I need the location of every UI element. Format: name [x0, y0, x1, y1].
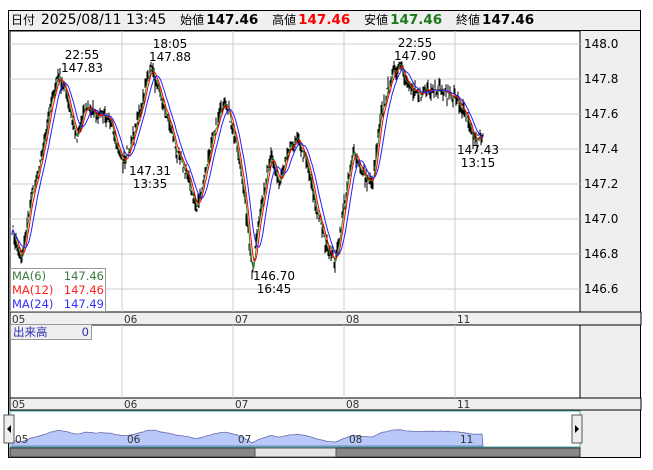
x-tick-label: 08 [346, 399, 359, 411]
legend-value: 147.46 [63, 269, 104, 283]
volume-pane [9, 324, 581, 399]
legend-ma12: MA(12) 147.46 [11, 283, 105, 297]
navigator-tick: 08 [349, 434, 362, 446]
ohlc-header: 日付 2025/08/11 13:45 始値 147.46 高値 147.46 安値… [9, 11, 640, 31]
legend-value: 147.49 [63, 297, 104, 311]
x-tick-label: 11 [457, 314, 470, 326]
volume-legend: 出来高 0 [10, 324, 92, 340]
y-tick-label: 147.4 [584, 142, 618, 156]
annotation-label: 22:55 [398, 36, 433, 50]
annotation-label: 147.83 [61, 61, 103, 75]
legend-name: MA(12) [12, 283, 54, 297]
date-axis [9, 311, 642, 326]
annotation-label: 22:55 [65, 48, 100, 62]
annotation-label: 13:15 [461, 156, 496, 170]
y-tick-label: 146.8 [584, 247, 618, 261]
annotation-label: 146.70 [253, 269, 295, 283]
x-tick-label: 05 [12, 314, 25, 326]
annotation-label: 147.31 [129, 164, 171, 178]
high-label: 高値 [272, 13, 297, 27]
legend-ma24: MA(24) 147.49 [11, 297, 105, 311]
x-tick-label: 07 [235, 399, 248, 411]
close-label: 終値 [456, 13, 481, 27]
price-pane [9, 30, 581, 313]
arrow-left-icon [7, 425, 11, 433]
navigator-tick: 05 [15, 434, 28, 446]
annotation-label: 18:05 [153, 37, 188, 51]
open-value: 147.46 [206, 12, 259, 28]
legend-name: MA(6) [12, 269, 47, 283]
date-axis-2 [9, 397, 642, 411]
navigator-tick: 07 [238, 434, 251, 446]
x-tick-label: 08 [346, 314, 359, 326]
y-tick-label: 148.0 [584, 37, 618, 51]
x-tick-label: 06 [124, 314, 138, 326]
legend-value: 147.46 [63, 283, 104, 297]
annotation-label: 147.43 [457, 143, 499, 157]
scrollbar-thumb[interactable] [254, 447, 337, 458]
close-value: 147.46 [482, 12, 535, 28]
open-label: 始値 [180, 13, 205, 27]
x-tick-label: 07 [235, 314, 248, 326]
ma6-line [11, 63, 484, 269]
volume-value: 0 [81, 325, 89, 339]
navigator-tick: 06 [127, 434, 141, 446]
datetime: 2025/08/11 13:45 [40, 12, 167, 28]
annotation-label: 13:35 [133, 177, 168, 191]
annotation-label: 147.90 [394, 49, 436, 63]
legend-ma6: MA(6) 147.46 [11, 269, 105, 283]
low-value: 147.46 [390, 12, 443, 28]
navigator-tick: 11 [460, 434, 473, 446]
arrow-right-icon [575, 425, 579, 433]
y-tick-label: 146.6 [584, 282, 618, 296]
y-tick-label: 147.2 [584, 177, 618, 191]
x-tick-label: 06 [124, 399, 138, 411]
annotation-label: 147.88 [149, 50, 191, 64]
volume-label: 出来高 [13, 325, 48, 339]
ma-legend: MA(6) 147.46 MA(12) 147.46 MA(24) 147.49 [10, 268, 106, 312]
y-tick-label: 147.6 [584, 107, 618, 121]
date-label: 日付 [11, 13, 36, 27]
navigator-area [11, 429, 484, 447]
ma24-line [11, 68, 484, 255]
annotation-label: 16:45 [257, 282, 292, 296]
high-value: 147.46 [298, 12, 351, 28]
low-label: 安値 [364, 13, 389, 27]
y-tick-label: 147.0 [584, 212, 618, 226]
x-tick-label: 05 [12, 399, 25, 411]
legend-name: MA(24) [12, 297, 54, 311]
y-tick-label: 147.8 [584, 72, 618, 86]
x-tick-label: 11 [457, 399, 470, 411]
